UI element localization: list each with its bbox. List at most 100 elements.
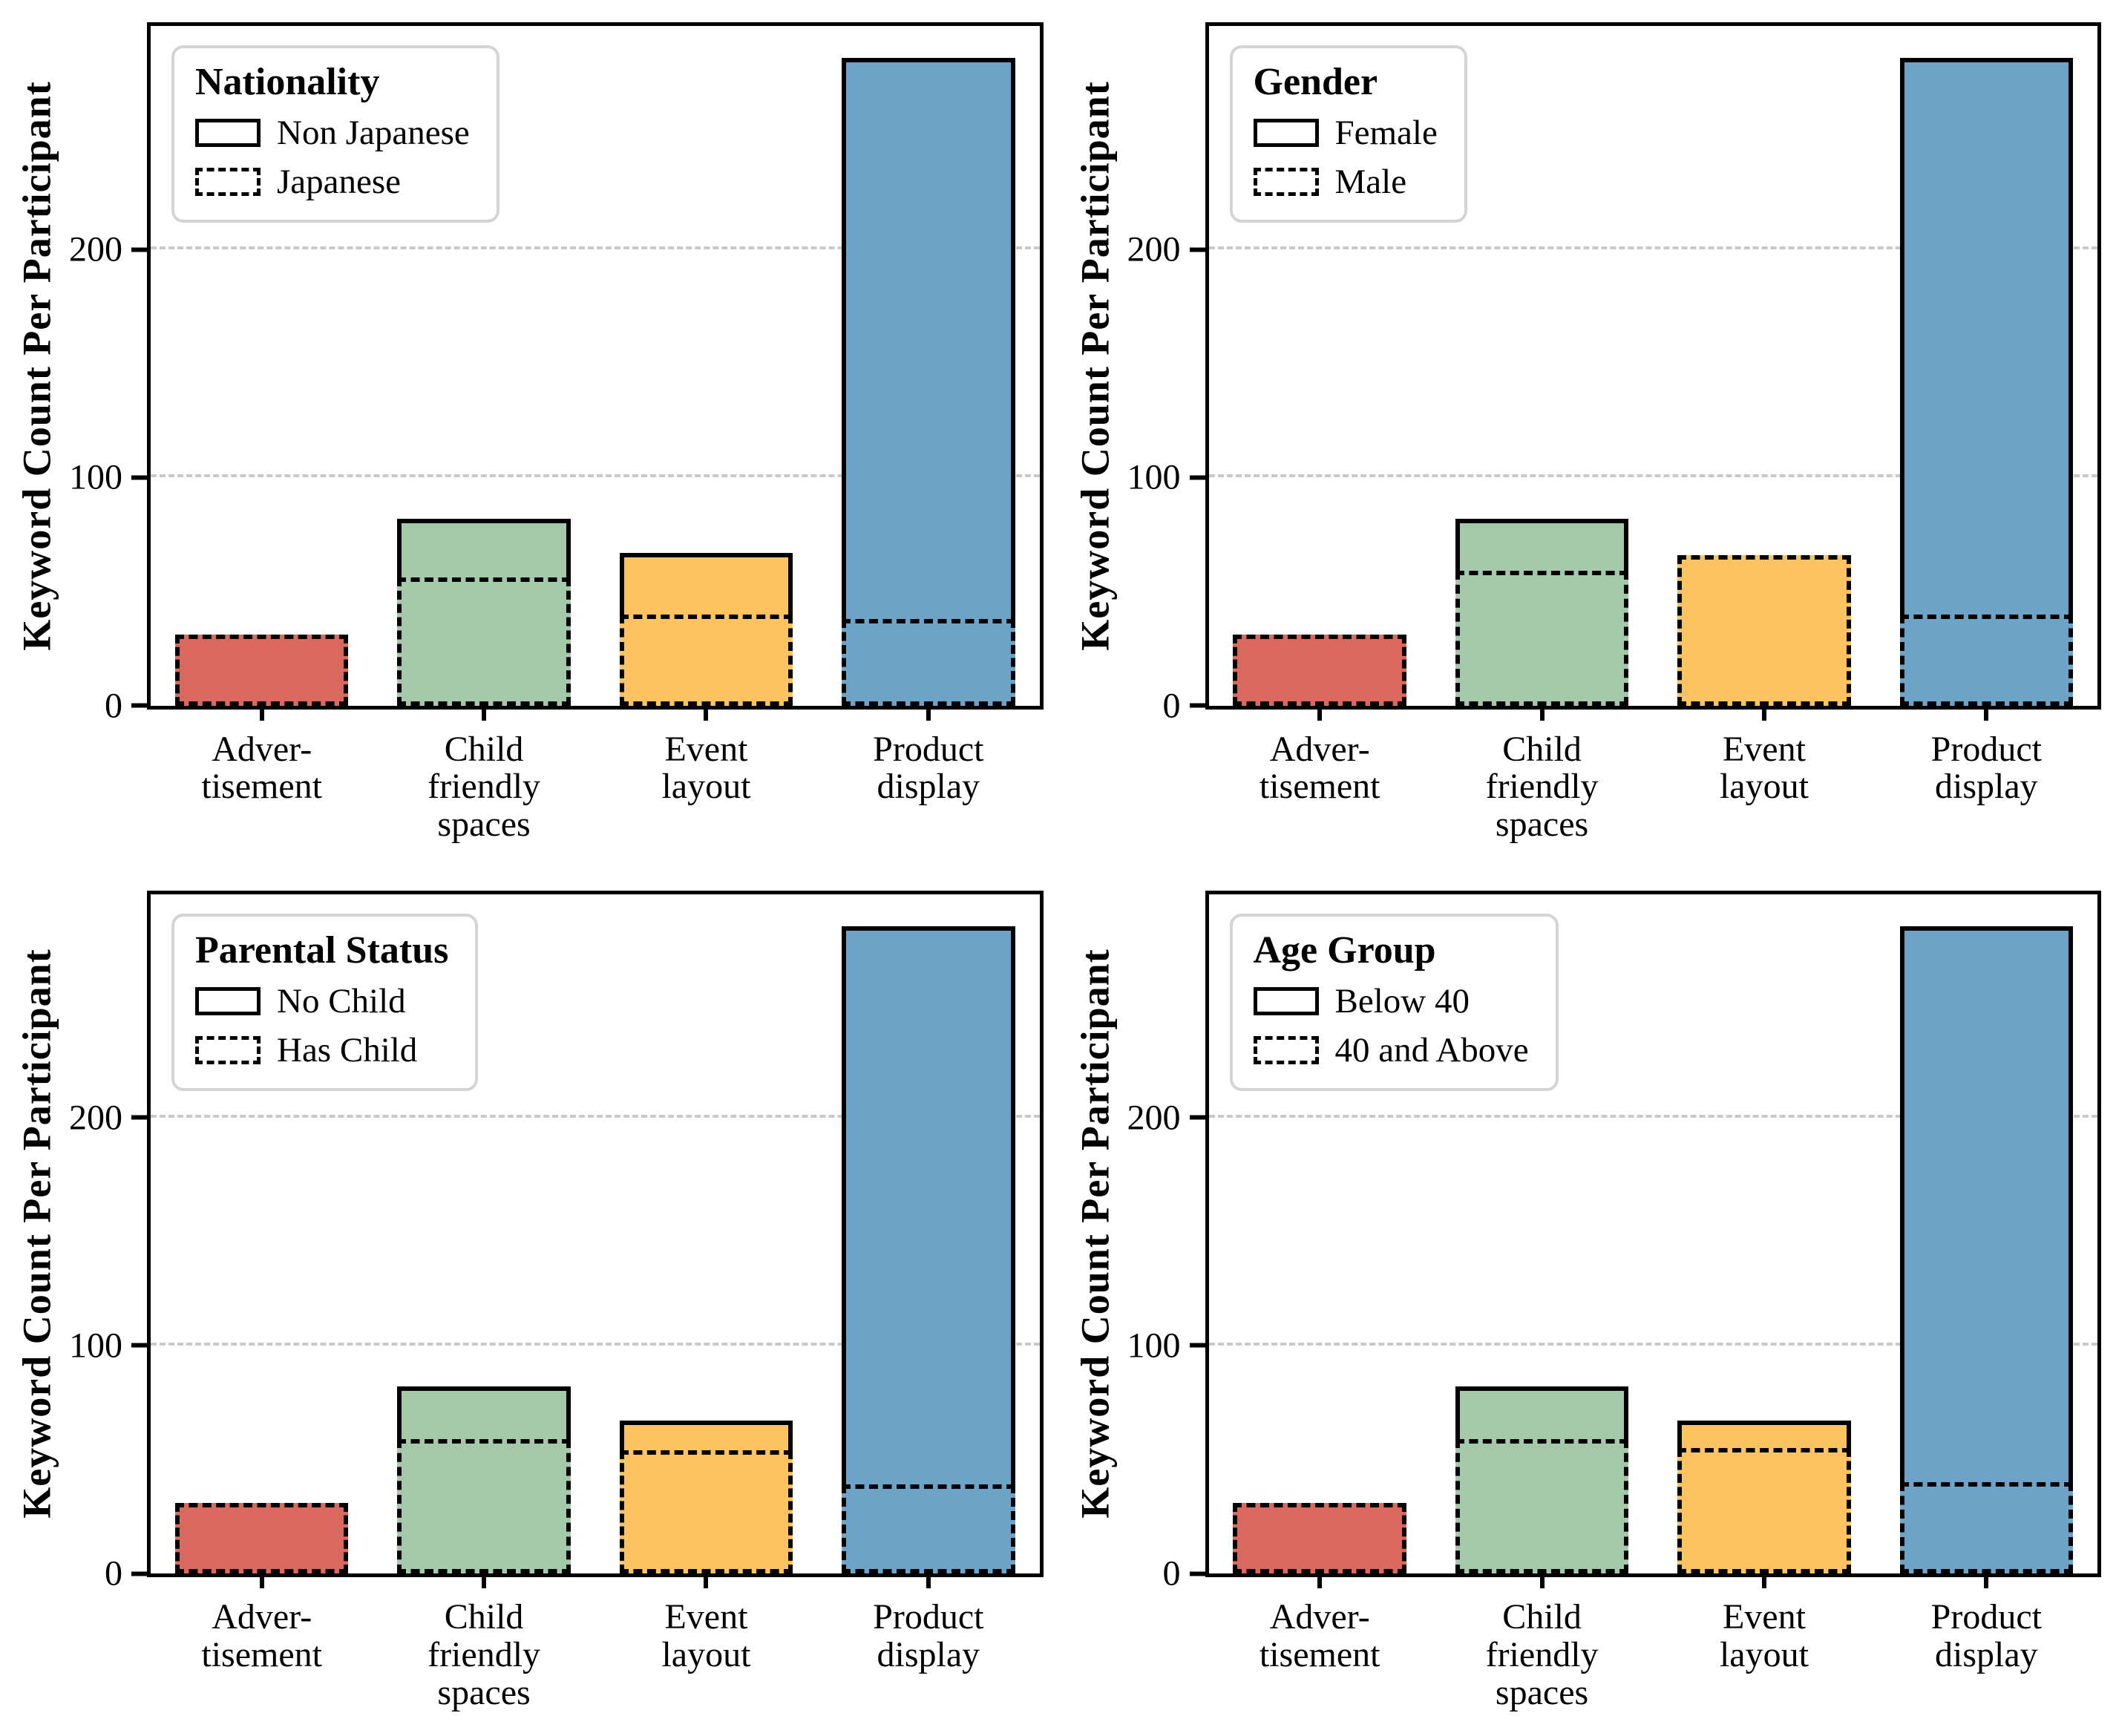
x-category-label-product-display: Product display bbox=[873, 729, 984, 807]
y-tick-label: 100 bbox=[69, 1326, 122, 1366]
y-tick-0: 0 bbox=[105, 1553, 151, 1594]
gridline-200 bbox=[151, 246, 1040, 250]
legend-title: Nationality bbox=[195, 61, 380, 103]
y-axis-label: Keyword Count Per Participant bbox=[1072, 949, 1118, 1519]
dashed-swatch-icon bbox=[1253, 1035, 1319, 1064]
chart-panel-gender: Keyword Count Per Participant Gender Fem… bbox=[1058, 0, 2116, 868]
bar-dashed-advertisement bbox=[1233, 1502, 1406, 1573]
legend-title: Parental Status bbox=[195, 928, 449, 972]
plot-area: Age Group Below 40 40 and Above 0 100 200 A… bbox=[1127, 890, 2101, 1712]
bar-dashed-child-friendly-spaces bbox=[397, 1438, 571, 1573]
chart-panel-nationality: Keyword Count Per Participant Nationalit… bbox=[0, 0, 1058, 868]
legend-item-dashed: Japanese bbox=[195, 162, 470, 202]
x-category-label-advertisement: Adver- tisement bbox=[201, 729, 323, 807]
gridline-200 bbox=[1208, 246, 2097, 250]
dashed-swatch-icon bbox=[195, 1035, 261, 1064]
y-tick-label: 100 bbox=[1127, 457, 1181, 497]
legend-label: Below 40 bbox=[1334, 981, 1470, 1021]
x-tick-event-layout bbox=[1761, 1573, 1766, 1588]
solid-swatch-icon bbox=[1253, 119, 1319, 147]
x-category-label-product-display: Product display bbox=[1930, 1597, 2042, 1674]
y-tick-mark bbox=[1189, 703, 1209, 708]
y-axis-label-wrap: Keyword Count Per Participant bbox=[0, 22, 74, 710]
legend-item-dashed: Male bbox=[1253, 162, 1438, 202]
y-tick-label: 200 bbox=[1127, 1098, 1181, 1138]
legend-label: Has Child bbox=[277, 1030, 418, 1070]
legend-item-solid: No Child bbox=[195, 981, 448, 1021]
solid-swatch-icon bbox=[195, 119, 261, 147]
x-tick-advertisement bbox=[259, 1573, 264, 1588]
y-tick-mark bbox=[1189, 1115, 1209, 1120]
legend-title: Age Group bbox=[1253, 928, 1436, 972]
y-tick-label: 100 bbox=[69, 457, 122, 497]
x-category-label-child-friendly-spaces: Child friendly spaces bbox=[428, 1597, 541, 1712]
legend-label: Female bbox=[1334, 114, 1438, 152]
legend-item-solid: Female bbox=[1253, 113, 1438, 153]
y-axis-label: Keyword Count Per Participant bbox=[15, 81, 60, 651]
y-tick-mark bbox=[131, 1115, 151, 1120]
y-tick-200: 200 bbox=[69, 1097, 151, 1138]
bar-dashed-child-friendly-spaces bbox=[1455, 571, 1629, 706]
x-category-label-advertisement: Adver- tisement bbox=[201, 1597, 323, 1674]
bar-solid-product-display bbox=[842, 926, 1015, 1573]
y-tick-mark bbox=[1189, 475, 1209, 480]
bar-dashed-event-layout bbox=[619, 1450, 793, 1573]
y-tick-200: 200 bbox=[1127, 229, 1209, 270]
y-tick-100: 100 bbox=[1127, 457, 1209, 498]
legend: Gender Female Male bbox=[1229, 45, 1467, 223]
gridline-100 bbox=[1208, 474, 2097, 478]
gridline-100 bbox=[1208, 1342, 2097, 1346]
y-tick-label: 200 bbox=[69, 1098, 122, 1138]
y-tick-label: 0 bbox=[105, 1553, 122, 1593]
y-tick-label: 100 bbox=[1127, 1326, 1181, 1366]
chart-panel-age-group: Keyword Count Per Participant Age Group … bbox=[1058, 868, 2116, 1736]
x-tick-advertisement bbox=[259, 705, 264, 721]
bar-solid-product-display bbox=[842, 58, 1015, 706]
chart-panel-parental-status: Keyword Count Per Participant Parental S… bbox=[0, 868, 1058, 1736]
legend-label: 40 and Above bbox=[1334, 1030, 1529, 1070]
x-tick-advertisement bbox=[1317, 1573, 1323, 1588]
x-tick-advertisement bbox=[1317, 705, 1323, 721]
gridline-100 bbox=[151, 1342, 1040, 1346]
x-tick-product-display bbox=[1984, 1573, 1989, 1588]
x-category-label-event-layout: Event layout bbox=[661, 1597, 751, 1674]
y-tick-100: 100 bbox=[69, 457, 151, 498]
y-tick-mark bbox=[1189, 247, 1209, 252]
solid-swatch-icon bbox=[195, 986, 261, 1015]
dashed-swatch-icon bbox=[195, 168, 261, 196]
y-tick-mark bbox=[131, 475, 151, 480]
gridline-100 bbox=[151, 474, 1040, 478]
y-tick-mark bbox=[131, 247, 151, 252]
y-tick-mark bbox=[131, 1343, 151, 1348]
y-tick-200: 200 bbox=[1127, 1097, 1209, 1138]
x-category-label-product-display: Product display bbox=[873, 1597, 984, 1674]
legend-label: Male bbox=[1334, 163, 1407, 201]
bar-dashed-product-display bbox=[842, 1484, 1015, 1573]
legend-item-solid: Below 40 bbox=[1253, 981, 1529, 1021]
y-tick-label: 0 bbox=[1162, 1553, 1181, 1593]
legend-title: Gender bbox=[1253, 61, 1378, 103]
bar-dashed-child-friendly-spaces bbox=[1455, 1438, 1629, 1573]
y-tick-label: 0 bbox=[105, 686, 122, 725]
gridline-200 bbox=[1208, 1114, 2097, 1118]
bar-dashed-advertisement bbox=[1233, 635, 1406, 706]
y-axis-label-wrap: Keyword Count Per Participant bbox=[0, 891, 74, 1578]
plot-area: Gender Female Male 0 100 200 Adver- tisemen… bbox=[1127, 22, 2101, 843]
y-tick-200: 200 bbox=[69, 229, 151, 270]
legend-item-dashed: Has Child bbox=[195, 1030, 448, 1070]
y-axis-label: Keyword Count Per Participant bbox=[15, 949, 60, 1519]
x-tick-product-display bbox=[926, 1573, 931, 1588]
y-tick-100: 100 bbox=[69, 1325, 151, 1366]
x-tick-child-friendly-spaces bbox=[1539, 705, 1545, 721]
bar-dashed-product-display bbox=[1899, 1482, 2074, 1573]
bar-solid-product-display bbox=[1899, 58, 2074, 706]
x-category-label-child-friendly-spaces: Child friendly spaces bbox=[1485, 729, 1599, 845]
y-axis-label-wrap: Keyword Count Per Participant bbox=[1058, 22, 1133, 710]
y-tick-label: 0 bbox=[1162, 686, 1181, 725]
dashed-swatch-icon bbox=[1253, 168, 1319, 196]
y-axis-label: Keyword Count Per Participant bbox=[1072, 81, 1118, 651]
solid-swatch-icon bbox=[1253, 986, 1319, 1015]
legend-label: Non Japanese bbox=[277, 114, 470, 152]
x-tick-event-layout bbox=[1761, 705, 1766, 721]
bar-solid-product-display bbox=[1899, 926, 2074, 1573]
